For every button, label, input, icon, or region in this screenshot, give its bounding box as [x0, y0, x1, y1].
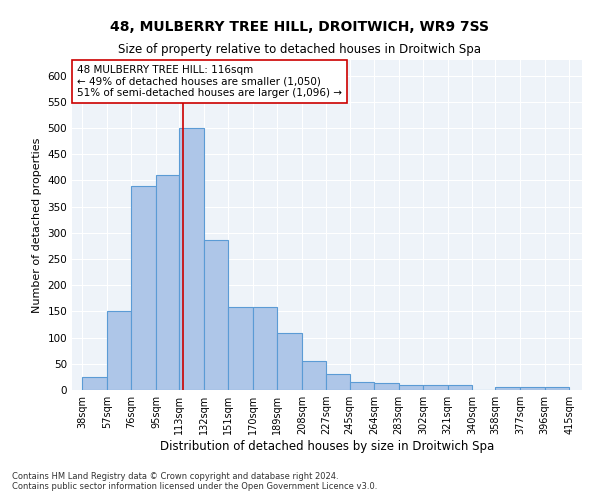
Bar: [398, 385, 423, 390]
X-axis label: Distribution of detached houses by size in Droitwich Spa: Distribution of detached houses by size …: [160, 440, 494, 453]
Bar: [302, 361, 326, 390]
Bar: [423, 385, 448, 390]
Bar: [545, 387, 569, 390]
Bar: [179, 128, 203, 390]
Bar: [277, 334, 302, 390]
Bar: [448, 385, 472, 390]
Bar: [203, 240, 228, 390]
Bar: [520, 387, 545, 390]
Bar: [131, 186, 156, 390]
Bar: [350, 382, 374, 390]
Text: Contains HM Land Registry data © Crown copyright and database right 2024.: Contains HM Land Registry data © Crown c…: [12, 472, 338, 481]
Text: 48, MULBERRY TREE HILL, DROITWICH, WR9 7SS: 48, MULBERRY TREE HILL, DROITWICH, WR9 7…: [110, 20, 490, 34]
Bar: [107, 312, 131, 390]
Y-axis label: Number of detached properties: Number of detached properties: [32, 138, 42, 312]
Bar: [228, 307, 253, 390]
Bar: [326, 374, 350, 390]
Text: Contains public sector information licensed under the Open Government Licence v3: Contains public sector information licen…: [12, 482, 377, 491]
Bar: [374, 383, 398, 390]
Text: Size of property relative to detached houses in Droitwich Spa: Size of property relative to detached ho…: [119, 42, 482, 56]
Bar: [156, 175, 179, 390]
Text: 48 MULBERRY TREE HILL: 116sqm
← 49% of detached houses are smaller (1,050)
51% o: 48 MULBERRY TREE HILL: 116sqm ← 49% of d…: [77, 65, 342, 98]
Bar: [496, 387, 520, 390]
Bar: [253, 307, 277, 390]
Bar: [82, 377, 107, 390]
